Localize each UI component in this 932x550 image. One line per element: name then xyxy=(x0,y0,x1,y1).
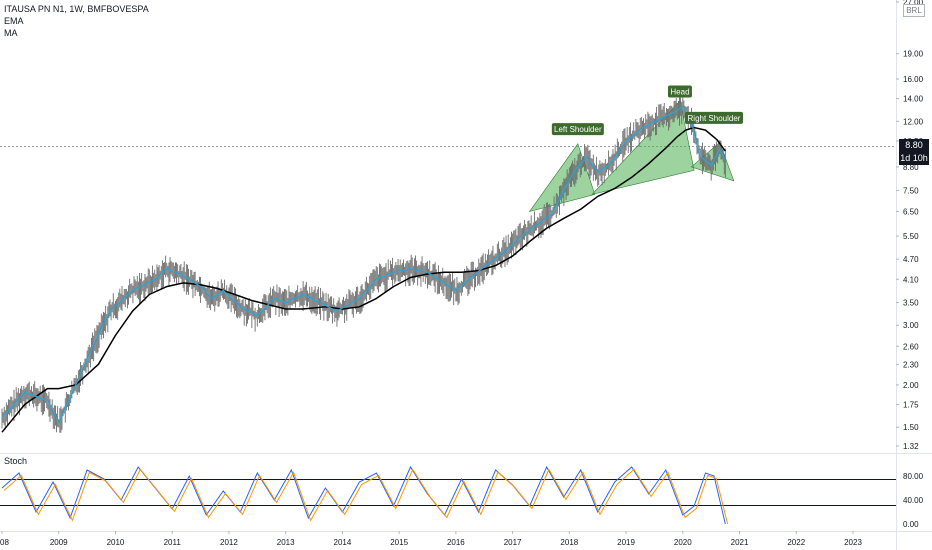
annotation-box xyxy=(685,111,744,124)
price-tick-label: 5.50 xyxy=(903,232,919,241)
stoch-d-line xyxy=(3,468,729,525)
price-tick-label: 2.00 xyxy=(903,381,919,390)
time-tick-label: 2009 xyxy=(50,538,68,547)
time-tick-label: 2010 xyxy=(107,538,125,547)
time-tick-label: 2016 xyxy=(447,538,465,547)
price-tick-label: 1.50 xyxy=(903,423,919,432)
time-tick-label: 2012 xyxy=(220,538,238,547)
price-tick-label: 2.30 xyxy=(903,360,919,369)
time-tick-label: 2018 xyxy=(560,538,578,547)
price-tick-label: 16.00 xyxy=(903,75,924,84)
time-tick-label: 2011 xyxy=(164,538,182,547)
price-tick-label: 12.00 xyxy=(903,117,924,126)
time-tick-label: 2014 xyxy=(334,538,352,547)
price-tick-label: 1.75 xyxy=(903,401,919,410)
price-tick-label: 1.32 xyxy=(903,442,919,451)
time-tick-label: 2015 xyxy=(390,538,408,547)
legend-ema[interactable]: EMA xyxy=(4,16,24,26)
price-axis-ticks: 27.0019.0016.0014.0012.0010.508.807.506.… xyxy=(896,0,924,451)
price-tick-label: 8.80 xyxy=(903,163,919,172)
chart-title: ITAUSA PN N1, 1W, BMFBOVESPA xyxy=(4,4,149,14)
time-tick-label: 2023 xyxy=(844,538,862,547)
time-axis-ticks: 08 2009 2010 2011 2012 2013 2014 2015 2016 2017 20… xyxy=(0,531,862,547)
time-tick-label: 2017 xyxy=(504,538,522,547)
price-tick-label: 4.70 xyxy=(903,255,919,264)
chart-legend: ITAUSA PN N1, 1W, BMFBOVESPA EMA MA xyxy=(4,3,149,39)
pattern-annotations: Left Shoulder Head Right Shoulder xyxy=(551,85,744,136)
stoch-pane-label[interactable]: Stoch xyxy=(4,456,28,466)
stoch-tick-label: 0.00 xyxy=(903,520,919,529)
price-tick-label: 3.00 xyxy=(903,321,919,330)
ma-series xyxy=(1,126,726,433)
time-tick-label: 2019 xyxy=(617,538,635,547)
annotation-box xyxy=(551,123,604,136)
legend-ma[interactable]: MA xyxy=(4,28,18,38)
stoch-tick-label: 80.00 xyxy=(903,472,924,481)
price-tick-label: 19.00 xyxy=(903,50,924,59)
time-tick-label: 08 xyxy=(0,538,9,547)
price-tick-label: 27.00 xyxy=(903,0,924,7)
price-tick-label: 3.50 xyxy=(903,299,919,308)
last-price-tag: 8.80 xyxy=(899,139,929,152)
stoch-tick-label: 40.00 xyxy=(903,496,924,505)
ema-line xyxy=(1,105,726,424)
stoch-series xyxy=(1,465,729,525)
annotation-box xyxy=(667,85,692,98)
price-bars xyxy=(1,94,726,433)
stoch-axis-ticks: 80.00 40.00 0.00 xyxy=(903,472,924,529)
ema-series xyxy=(1,105,726,424)
annotation-label: Left Shoulder xyxy=(554,125,602,134)
price-tick-label: 2.60 xyxy=(903,342,919,351)
price-tick-label: 7.50 xyxy=(903,186,919,195)
pattern-triangle xyxy=(528,143,596,212)
ma-line xyxy=(1,126,726,433)
time-tick-label: 2021 xyxy=(731,538,749,547)
bar-countdown-tag: 1d 10h xyxy=(899,152,929,165)
annotation-label: Right Shoulder xyxy=(688,114,741,123)
price-tick-label: 4.10 xyxy=(903,275,919,284)
annotation-label: Head xyxy=(670,87,689,96)
price-tick-label: 14.00 xyxy=(903,95,924,104)
price-tick-label: 6.50 xyxy=(903,207,919,216)
time-tick-label: 2022 xyxy=(787,538,805,547)
currency-badge[interactable]: BRL xyxy=(903,4,925,17)
time-tick-label: 2013 xyxy=(277,538,295,547)
stoch-k-line xyxy=(1,465,726,525)
time-tick-label: 2020 xyxy=(674,538,692,547)
